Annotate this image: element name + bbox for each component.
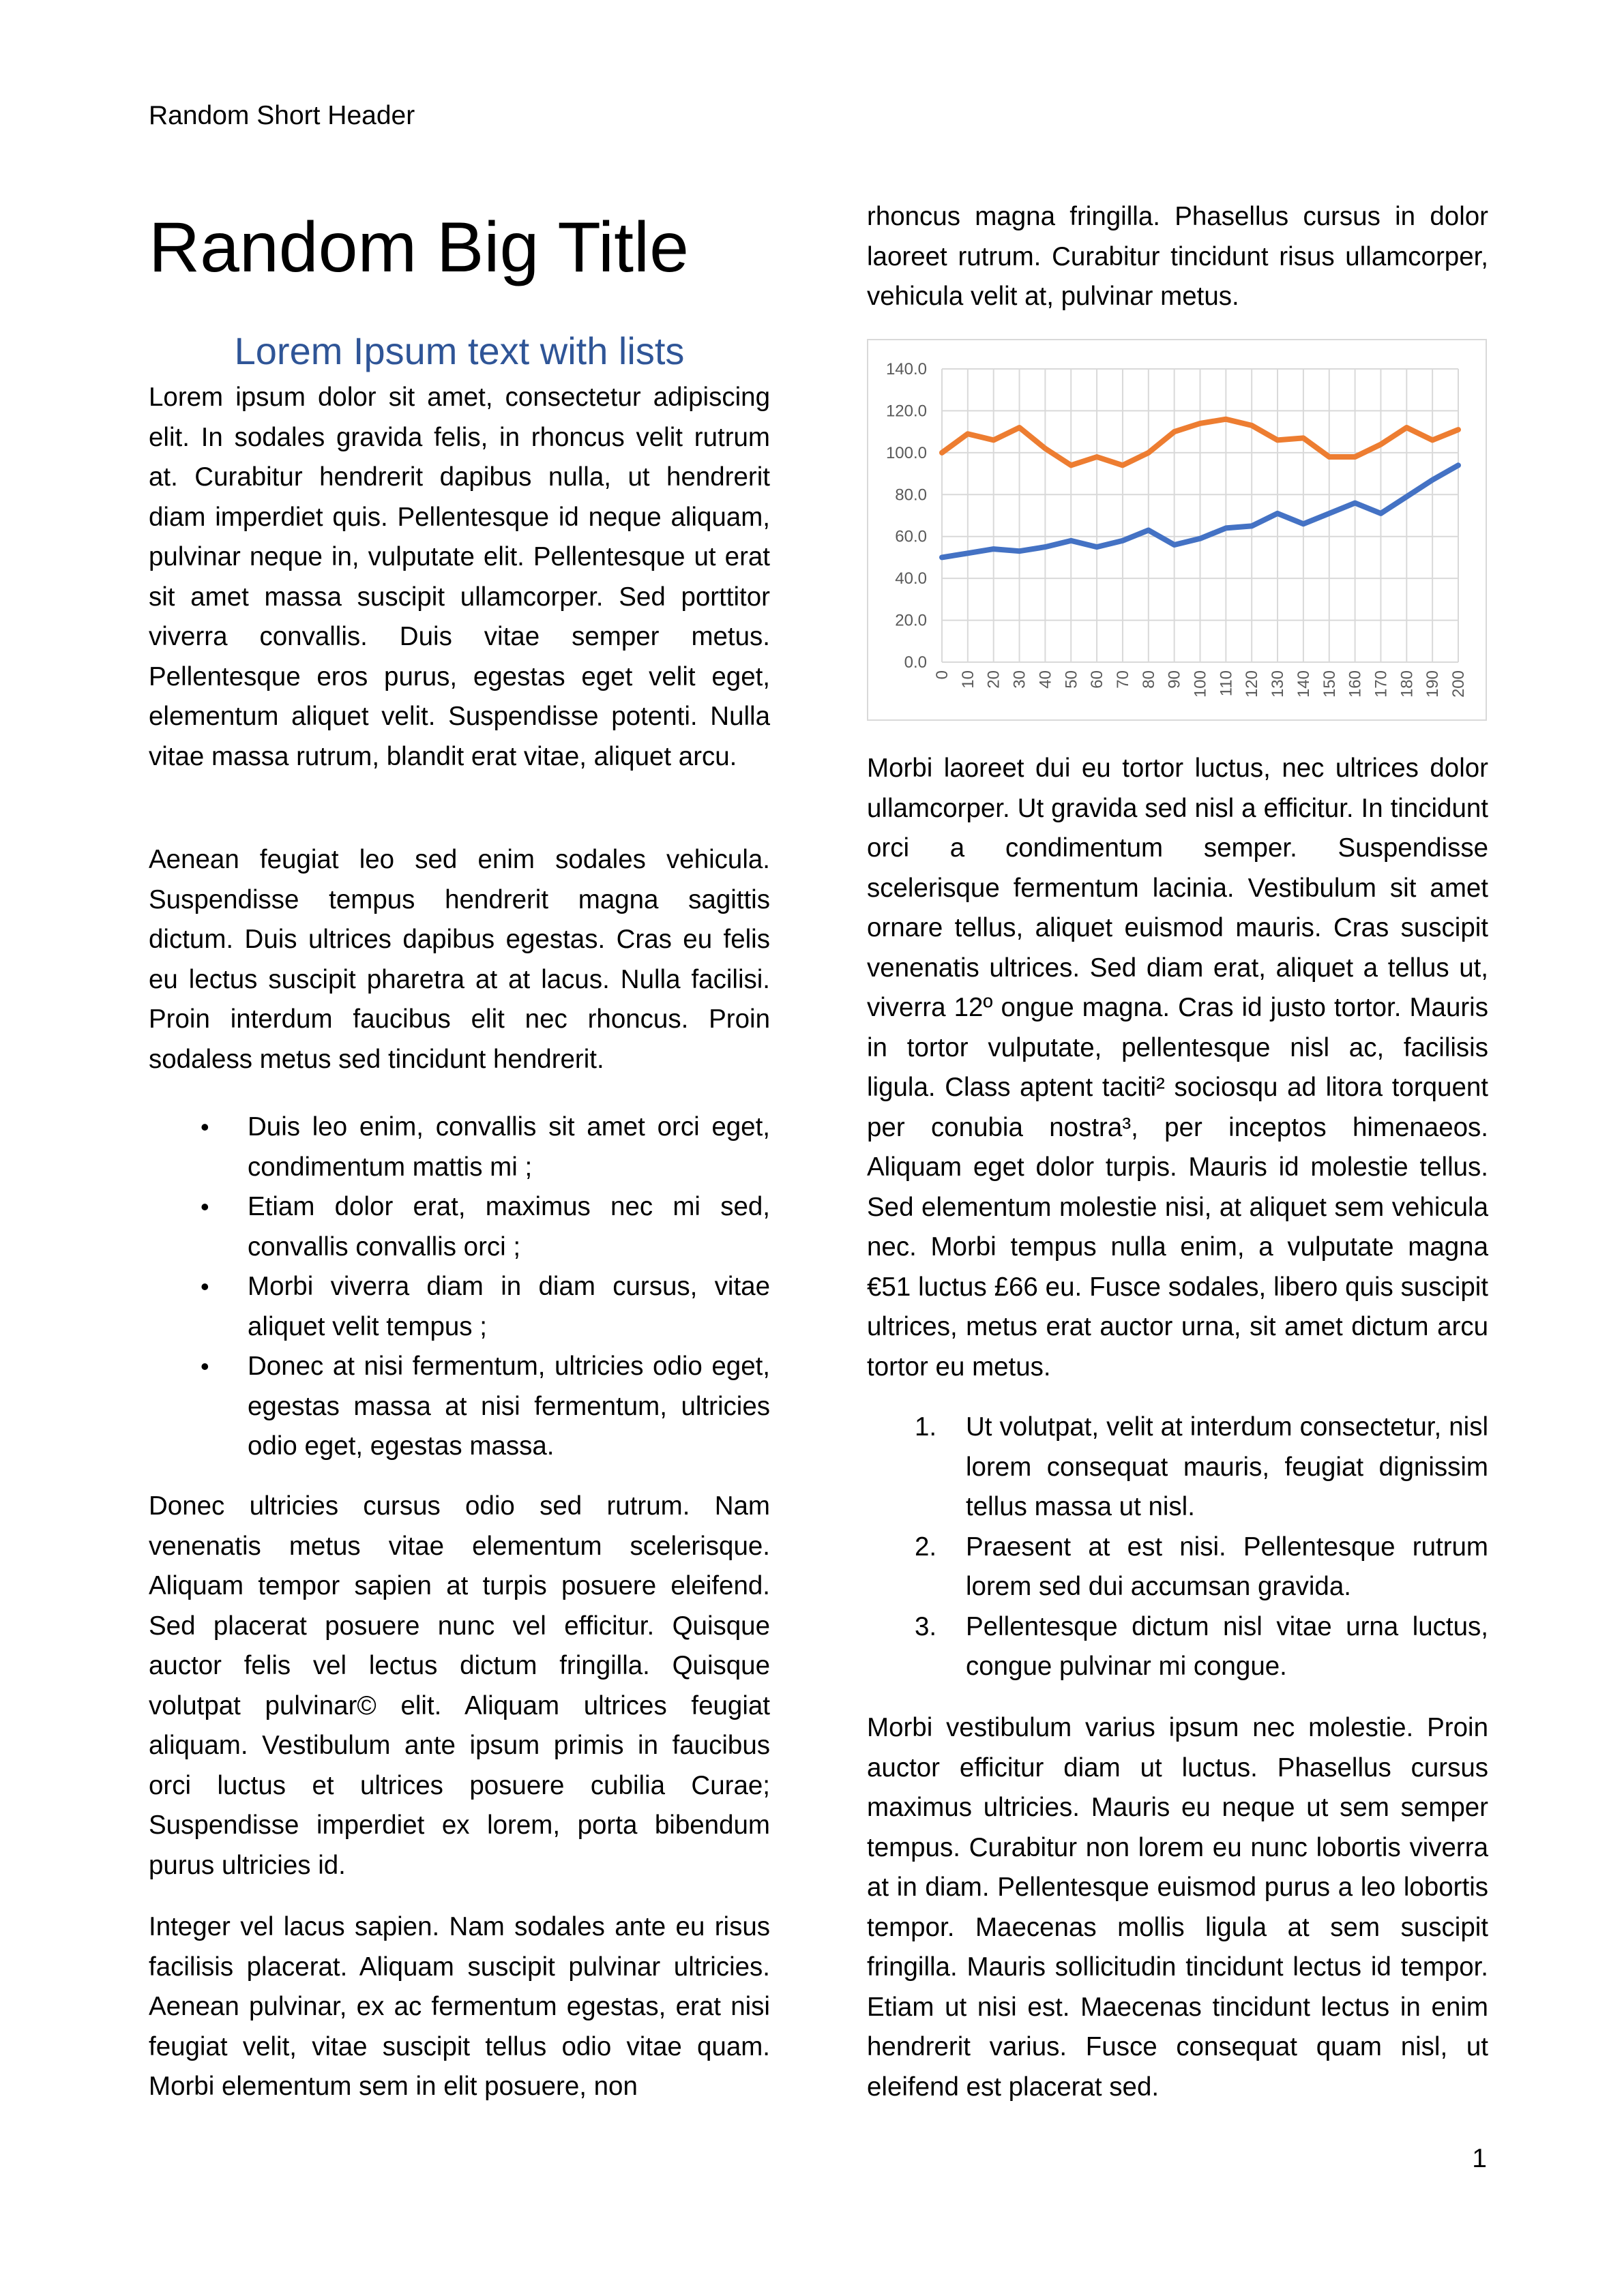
y-tick-label: 80.0: [895, 486, 927, 504]
y-tick-label: 120.0: [886, 402, 927, 420]
y-tick-label: 40.0: [895, 569, 927, 588]
bullet-item-text: Donec at nisi fermentum, ultricies odio …: [248, 1352, 770, 1461]
left-paragraph-2: Aenean feugiat leo sed enim sodales vehi…: [149, 845, 770, 1074]
x-tick-label: 20: [985, 670, 1003, 689]
x-tick-label: 170: [1372, 670, 1390, 698]
x-tick-label: 110: [1217, 670, 1235, 696]
y-tick-label: 100.0: [886, 444, 927, 462]
x-tick-label: 150: [1320, 670, 1339, 698]
numbered-item-text: Praesent at est nisi. Pellentesque rutru…: [966, 1532, 1488, 1602]
bullet-item-text: Etiam dolor erat, maximus nec mi sed, co…: [248, 1192, 770, 1262]
right-paragraph-2: Morbi vestibulum varius ipsum nec molest…: [867, 1713, 1488, 2102]
x-tick-label: 140: [1295, 670, 1313, 698]
page-number: 1: [1472, 2144, 1487, 2173]
numbered-list-item: 2. Praesent at est nisi. Pellentesque ru…: [867, 1527, 1488, 1607]
left-paragraph-4: Integer vel lacus sapien. Nam sodales an…: [149, 1912, 770, 2101]
section-subtitle: Lorem Ipsum text with lists: [234, 329, 685, 372]
x-tick-label: 40: [1036, 670, 1054, 689]
bullet-marker: •: [201, 1272, 209, 1300]
x-tick-label: 90: [1166, 670, 1184, 689]
y-tick-label: 140.0: [886, 360, 927, 378]
x-tick-label: 100: [1192, 670, 1210, 698]
bullet-item-text: Morbi viverra diam in diam cursus, vitae…: [248, 1272, 770, 1341]
series-line-2: [939, 416, 1461, 468]
x-tick-label: 70: [1114, 670, 1132, 689]
x-tick-label: 10: [959, 670, 977, 689]
bullet-list-item: • Donec at nisi fermentum, ultricies odi…: [149, 1347, 770, 1467]
numbered-list-item: 1. Ut volutpat, velit at interdum consec…: [867, 1407, 1488, 1527]
bullet-list-item: • Etiam dolor erat, maximus nec mi sed, …: [149, 1187, 770, 1267]
left-paragraph-1: Lorem ipsum dolor sit amet, consectetur …: [149, 383, 770, 771]
x-tick-label: 0: [933, 670, 951, 679]
x-tick-label: 120: [1243, 670, 1261, 698]
page-header: Random Short Header: [149, 101, 415, 130]
line-chart-svg: 0.0 20.0 40.0 60.0 80.0 100.0 120.0 140.0 0 10 20 3…: [886, 360, 1468, 698]
x-tick-label: 80: [1140, 670, 1158, 689]
numbered-item-text: Ut volutpat, velit at interdum consectet…: [966, 1412, 1488, 1521]
right-paragraph-1: Morbi laoreet dui eu tortor luctus, nec …: [867, 754, 1488, 1382]
number-marker: 1.: [915, 1412, 937, 1442]
bullet-list-item: • Morbi viverra diam in diam cursus, vit…: [149, 1267, 770, 1347]
y-tick-label: 60.0: [895, 528, 927, 546]
number-marker: 3.: [915, 1611, 937, 1641]
numbered-item-text: Pellentesque dictum nisl vitae urna luct…: [966, 1611, 1488, 1682]
page-title: Random Big Title: [149, 208, 689, 287]
numbered-list: 1. Ut volutpat, velit at interdum consec…: [867, 1407, 1488, 1687]
y-tick-label: 0.0: [904, 653, 927, 672]
bullet-marker: •: [201, 1352, 209, 1380]
y-tick-label: 20.0: [895, 612, 927, 630]
x-tick-label: 160: [1346, 670, 1365, 698]
right-paragraph-continued: rhoncus magna fringilla. Phasellus cursu…: [867, 202, 1488, 311]
bullet-list-item: • Duis leo enim, convallis sit amet orci…: [149, 1107, 770, 1187]
bullet-marker: •: [201, 1113, 209, 1141]
left-paragraph-3: Donec ultricies cursus odio sed rutrum. …: [149, 1491, 770, 1880]
x-tick-label: 30: [1011, 670, 1029, 689]
bullet-item-text: Duis leo enim, convallis sit amet orci e…: [248, 1112, 770, 1182]
x-tick-label: 50: [1062, 670, 1080, 689]
x-tick-label: 60: [1088, 670, 1106, 689]
series-line-1: [939, 462, 1461, 561]
numbered-list-item: 3. Pellentesque dictum nisl vitae urna l…: [867, 1607, 1488, 1687]
x-tick-label: 180: [1398, 670, 1416, 698]
bullet-marker: •: [201, 1193, 209, 1221]
bullet-list: • Duis leo enim, convallis sit amet orci…: [149, 1107, 770, 1467]
number-marker: 2.: [915, 1532, 937, 1562]
x-tick-label: 200: [1449, 670, 1468, 698]
line-chart: 0.0 20.0 40.0 60.0 80.0 100.0 120.0 140.0 0 10 20 3…: [867, 339, 1487, 721]
x-tick-label: 190: [1423, 670, 1442, 698]
x-tick-label: 130: [1269, 670, 1287, 698]
